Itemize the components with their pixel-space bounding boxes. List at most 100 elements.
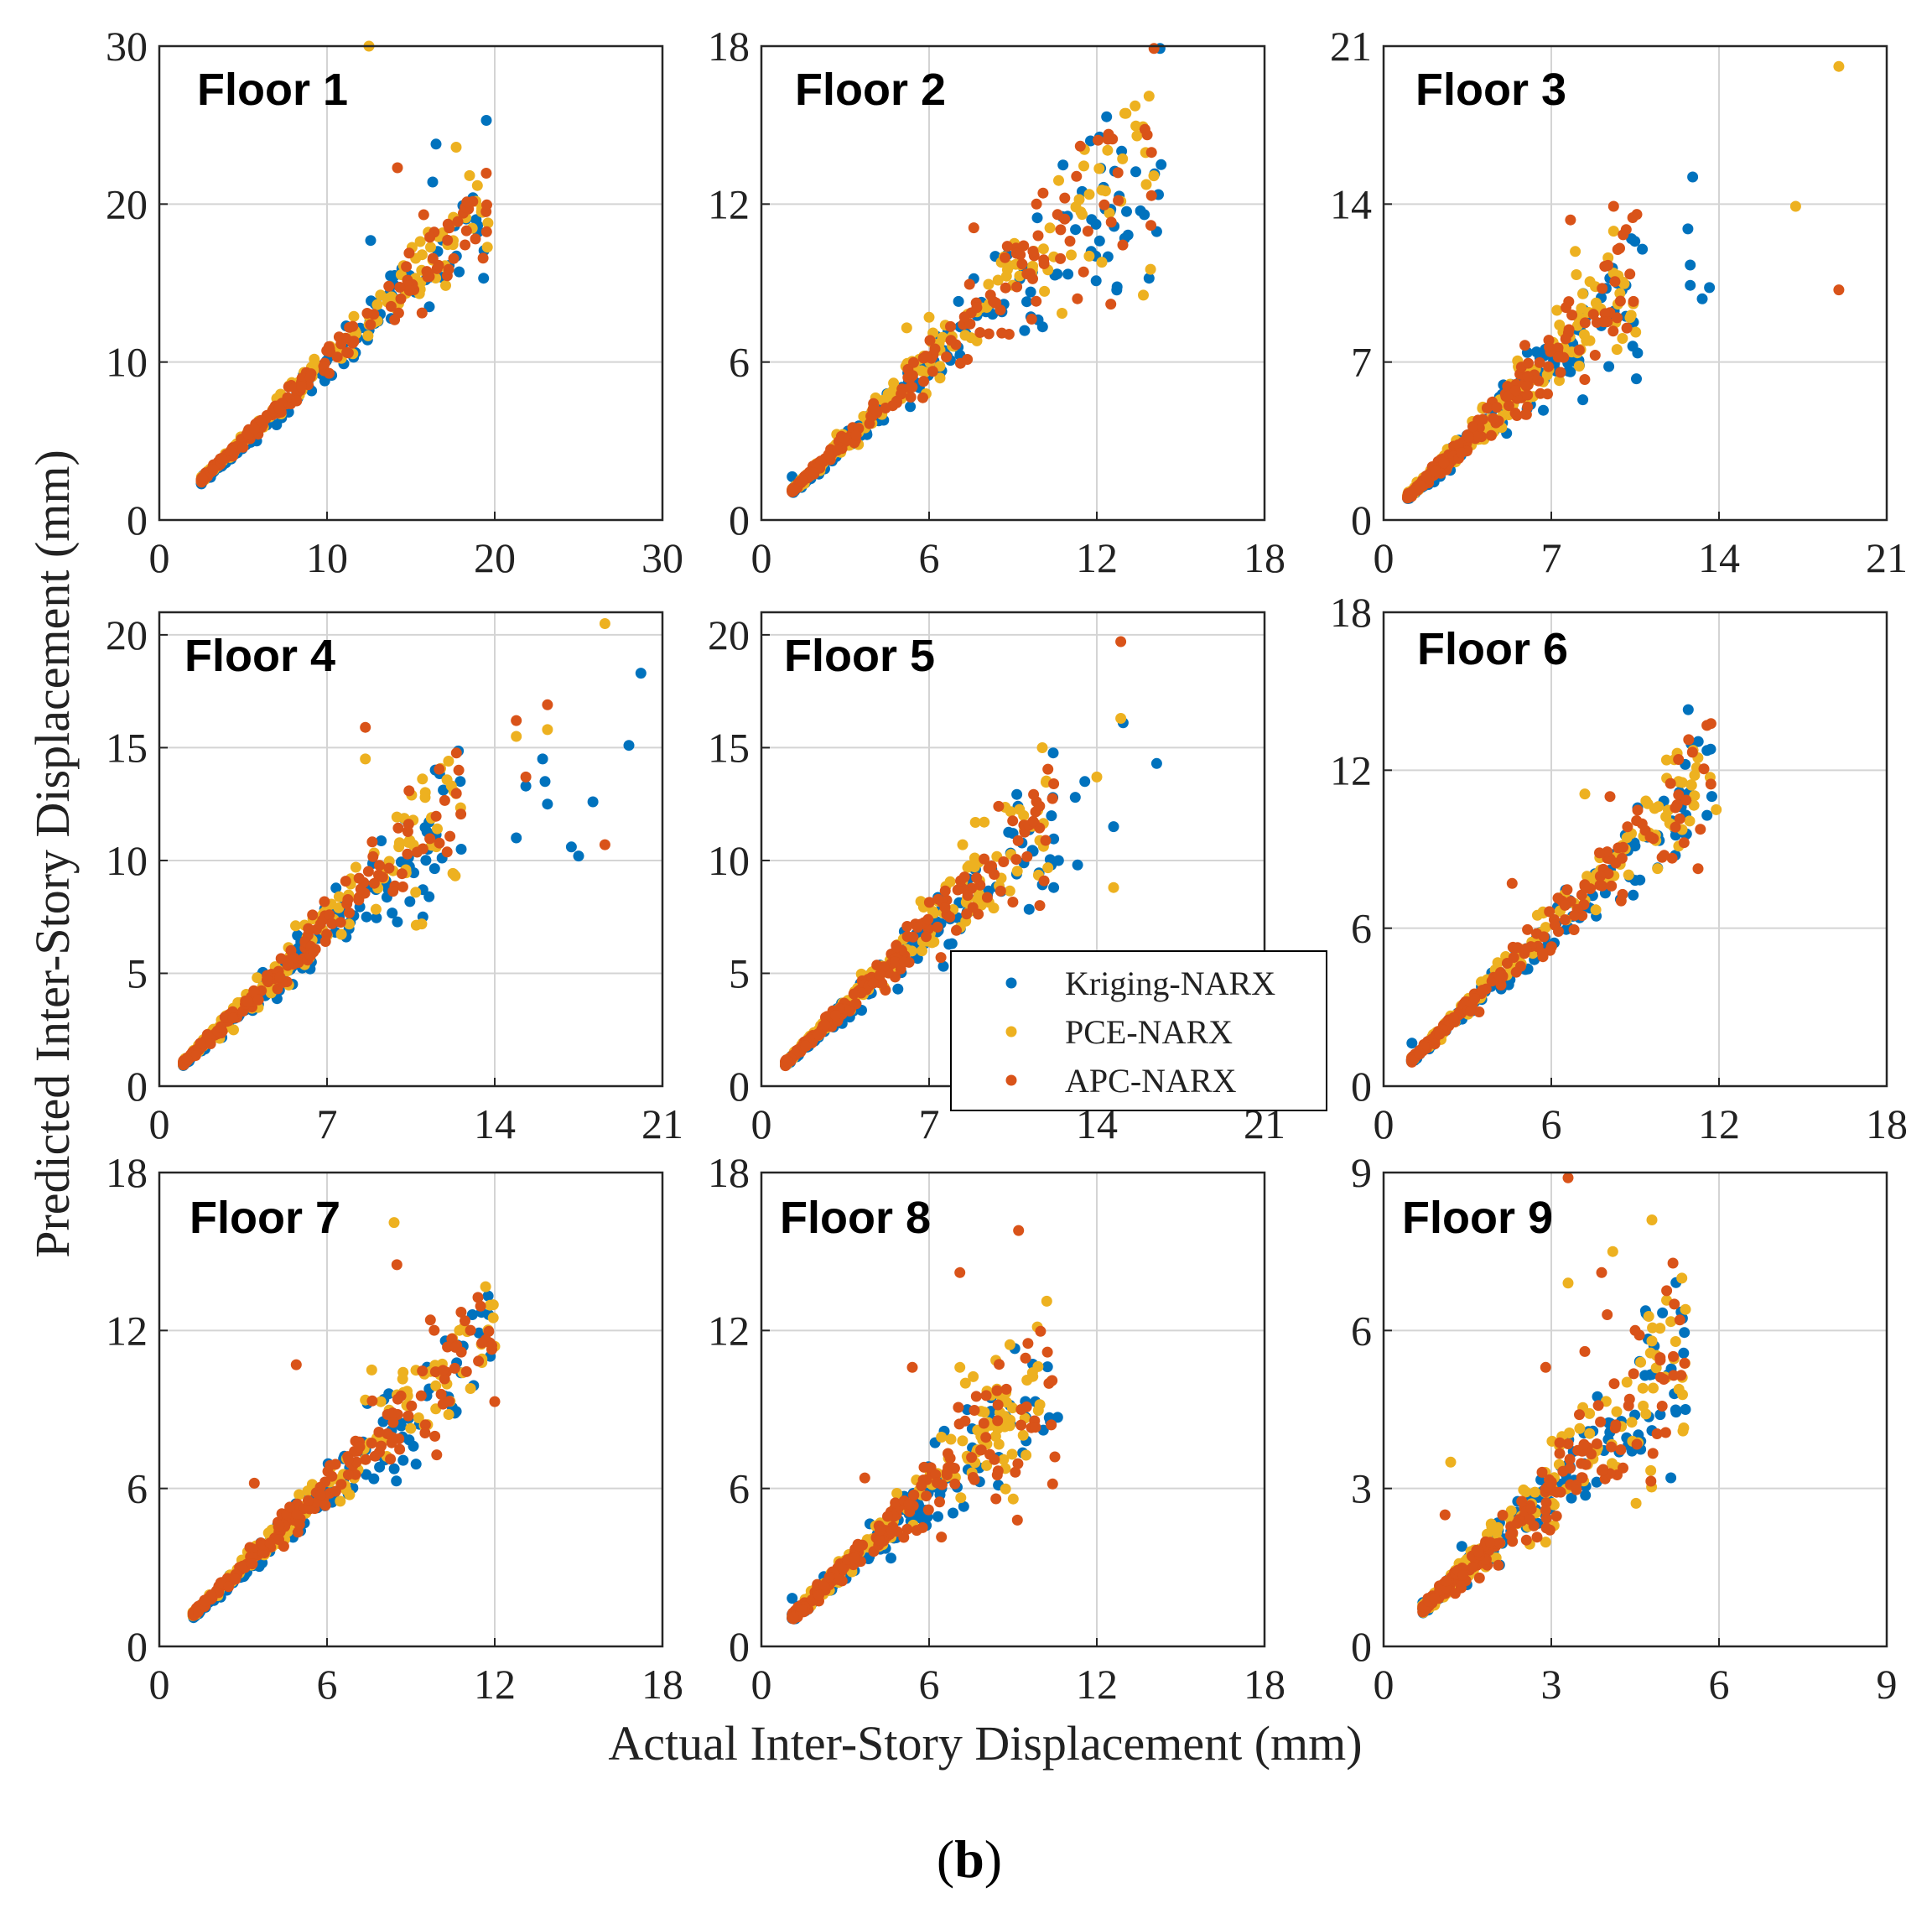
point-pce-narx: [1625, 309, 1637, 321]
axes-box: [158, 44, 664, 522]
point-apc-narx: [1628, 295, 1639, 307]
point-kriging-narx: [905, 401, 917, 413]
point-kriging-narx: [1046, 810, 1057, 822]
point-apc-narx: [331, 351, 343, 363]
y-tick-label: 0: [729, 1063, 750, 1110]
point-kriging-narx: [420, 855, 432, 866]
point-pce-narx: [1590, 297, 1602, 309]
point-apc-narx: [1491, 402, 1503, 413]
point-apc-narx: [489, 1396, 501, 1407]
y-tick-label: 20: [106, 611, 148, 658]
point-apc-narx: [261, 974, 273, 986]
point-pce-narx: [1665, 1316, 1677, 1328]
point-apc-narx: [1473, 1006, 1485, 1017]
point-pce-narx: [1041, 1295, 1052, 1307]
point-apc-narx: [1607, 200, 1619, 212]
point-kriging-narx: [1682, 704, 1694, 715]
point-apc-narx: [911, 922, 923, 933]
point-apc-narx: [971, 872, 983, 884]
point-apc-narx: [315, 1489, 326, 1500]
point-apc-narx: [195, 1038, 206, 1049]
point-pce-narx: [1004, 1339, 1015, 1350]
point-pce-narx: [1138, 289, 1149, 301]
point-apc-narx: [923, 897, 935, 908]
point-apc-narx: [1606, 880, 1618, 892]
point-apc-narx: [473, 1355, 485, 1367]
point-pce-narx: [1573, 361, 1585, 372]
point-apc-narx: [247, 1558, 258, 1570]
point-apc-narx: [1105, 216, 1117, 228]
point-apc-narx: [998, 856, 1010, 867]
point-apc-narx: [958, 311, 970, 323]
point-kriging-narx: [423, 891, 435, 902]
point-apc-narx: [983, 328, 995, 340]
point-pce-narx: [992, 274, 1004, 286]
point-pce-narx: [1130, 120, 1142, 132]
point-apc-narx: [392, 162, 403, 174]
x-tick-label: 0: [149, 1100, 170, 1147]
point-apc-narx: [385, 1454, 397, 1465]
point-apc-narx: [1579, 881, 1591, 892]
point-pce-narx: [1093, 163, 1105, 174]
point-apc-narx: [476, 1337, 488, 1349]
point-pce-narx: [944, 876, 956, 887]
point-apc-narx: [1520, 380, 1532, 392]
point-kriging-narx: [623, 740, 635, 751]
point-apc-narx: [383, 862, 395, 874]
panel-title: Floor 5: [784, 631, 935, 681]
point-pce-narx: [1143, 91, 1155, 102]
point-apc-narx: [1046, 1478, 1058, 1490]
point-kriging-narx: [1090, 218, 1102, 230]
point-apc-narx: [419, 1428, 431, 1438]
point-kriging-narx: [1093, 235, 1105, 247]
point-apc-narx: [853, 1540, 865, 1552]
point-kriging-narx: [1637, 243, 1649, 255]
point-apc-narx: [461, 196, 473, 208]
point-apc-narx: [465, 1324, 476, 1336]
point-apc-narx: [225, 445, 236, 457]
x-tick-label: 7: [317, 1100, 338, 1147]
y-tick-label: 0: [1351, 497, 1372, 543]
point-apc-narx: [1536, 948, 1548, 960]
point-apc-narx: [966, 1452, 978, 1464]
axes-box: [158, 1171, 664, 1648]
point-apc-narx: [962, 354, 974, 365]
point-apc-narx: [1833, 284, 1845, 296]
y-tick-label: 10: [106, 339, 148, 386]
point-apc-narx: [787, 1611, 799, 1623]
point-apc-narx: [1072, 293, 1083, 304]
point-apc-narx: [1680, 794, 1692, 806]
point-apc-narx: [216, 453, 228, 465]
point-apc-narx: [1438, 457, 1450, 469]
point-kriging-narx: [1628, 889, 1639, 901]
point-kriging-narx: [466, 1309, 478, 1320]
point-apc-narx: [1082, 226, 1093, 237]
point-pce-narx: [1540, 1537, 1551, 1548]
point-apc-narx: [431, 1449, 443, 1461]
point-apc-narx: [520, 771, 532, 783]
x-tick-label: 10: [306, 534, 348, 581]
point-kriging-narx: [404, 896, 416, 907]
point-apc-narx: [392, 1393, 403, 1405]
y-tick-label: 21: [1330, 23, 1372, 70]
point-apc-narx: [1448, 1012, 1459, 1023]
point-kriging-narx: [1011, 788, 1023, 800]
point-pce-narx: [1042, 862, 1054, 874]
point-kriging-narx: [937, 960, 949, 972]
point-pce-narx: [1000, 270, 1012, 282]
point-kriging-narx: [511, 832, 522, 844]
point-pce-narx: [923, 311, 935, 323]
x-tick-label: 12: [474, 1661, 516, 1708]
point-apc-narx: [424, 231, 436, 243]
point-apc-narx: [402, 848, 413, 860]
point-pce-narx: [1584, 1428, 1596, 1439]
point-apc-narx: [424, 1314, 436, 1326]
point-pce-narx: [1590, 904, 1602, 916]
point-pce-narx: [419, 787, 431, 798]
point-apc-narx: [1071, 170, 1083, 182]
y-tick-label: 12: [1330, 746, 1372, 793]
point-apc-narx: [787, 483, 798, 495]
point-apc-narx: [874, 969, 886, 980]
y-tick-label: 0: [127, 497, 148, 543]
point-apc-narx: [1042, 763, 1054, 775]
